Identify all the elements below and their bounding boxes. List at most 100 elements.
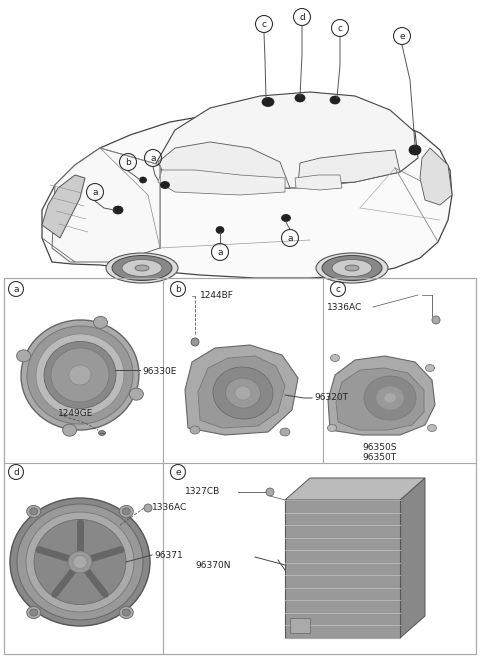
Ellipse shape bbox=[191, 338, 199, 346]
Ellipse shape bbox=[120, 606, 133, 618]
Ellipse shape bbox=[432, 316, 440, 324]
Text: 1327CB: 1327CB bbox=[185, 487, 220, 497]
Text: d: d bbox=[13, 468, 19, 477]
Ellipse shape bbox=[144, 504, 152, 512]
Polygon shape bbox=[285, 478, 425, 500]
Ellipse shape bbox=[135, 265, 149, 271]
Ellipse shape bbox=[281, 214, 290, 221]
Text: 96330E: 96330E bbox=[142, 367, 176, 376]
Ellipse shape bbox=[409, 145, 421, 155]
Ellipse shape bbox=[17, 504, 143, 620]
Ellipse shape bbox=[266, 488, 274, 496]
Ellipse shape bbox=[106, 253, 178, 283]
Text: 96350T: 96350T bbox=[362, 453, 396, 461]
Ellipse shape bbox=[160, 181, 169, 189]
Polygon shape bbox=[42, 108, 452, 278]
Ellipse shape bbox=[62, 424, 77, 436]
Text: a: a bbox=[287, 234, 293, 243]
Text: d: d bbox=[299, 13, 305, 22]
Polygon shape bbox=[336, 368, 424, 430]
Ellipse shape bbox=[428, 424, 436, 432]
Text: e: e bbox=[399, 32, 405, 41]
Text: e: e bbox=[175, 468, 181, 477]
Polygon shape bbox=[155, 92, 418, 188]
Ellipse shape bbox=[98, 430, 106, 436]
Text: 1336AC: 1336AC bbox=[152, 503, 187, 512]
Ellipse shape bbox=[113, 206, 123, 214]
Ellipse shape bbox=[122, 508, 130, 515]
Ellipse shape bbox=[345, 265, 359, 271]
Polygon shape bbox=[400, 478, 425, 638]
Ellipse shape bbox=[30, 609, 38, 616]
Polygon shape bbox=[298, 150, 400, 185]
Ellipse shape bbox=[425, 365, 434, 371]
Polygon shape bbox=[42, 175, 85, 238]
Ellipse shape bbox=[34, 520, 126, 604]
Ellipse shape bbox=[122, 609, 130, 616]
Ellipse shape bbox=[213, 367, 273, 419]
Ellipse shape bbox=[27, 326, 133, 424]
Ellipse shape bbox=[140, 177, 146, 183]
Ellipse shape bbox=[122, 260, 162, 277]
Text: a: a bbox=[150, 154, 156, 163]
Text: c: c bbox=[337, 24, 343, 33]
Ellipse shape bbox=[316, 253, 388, 283]
Ellipse shape bbox=[332, 260, 372, 277]
Ellipse shape bbox=[330, 96, 340, 104]
Ellipse shape bbox=[36, 334, 124, 416]
Ellipse shape bbox=[17, 350, 31, 362]
Text: 96320T: 96320T bbox=[314, 394, 348, 403]
Polygon shape bbox=[198, 356, 285, 428]
Polygon shape bbox=[185, 345, 298, 435]
Ellipse shape bbox=[21, 320, 139, 430]
Ellipse shape bbox=[190, 426, 200, 434]
Text: b: b bbox=[125, 158, 131, 167]
Bar bbox=[4, 278, 476, 654]
Text: a: a bbox=[13, 285, 19, 294]
Ellipse shape bbox=[69, 365, 91, 385]
Ellipse shape bbox=[376, 386, 404, 410]
Text: c: c bbox=[262, 20, 266, 29]
Polygon shape bbox=[420, 148, 452, 205]
Text: 1249GE: 1249GE bbox=[58, 409, 94, 417]
Text: c: c bbox=[336, 285, 340, 294]
Ellipse shape bbox=[322, 256, 382, 281]
Ellipse shape bbox=[262, 97, 274, 106]
Ellipse shape bbox=[226, 378, 261, 408]
Ellipse shape bbox=[331, 355, 339, 361]
Bar bbox=[285, 500, 400, 638]
Polygon shape bbox=[295, 175, 342, 190]
Ellipse shape bbox=[68, 551, 92, 573]
Polygon shape bbox=[158, 170, 285, 195]
Text: a: a bbox=[92, 188, 98, 197]
Ellipse shape bbox=[295, 94, 305, 102]
Ellipse shape bbox=[280, 428, 290, 436]
Ellipse shape bbox=[130, 388, 144, 400]
Text: 96371: 96371 bbox=[154, 551, 183, 560]
Bar bbox=[290, 618, 310, 633]
Polygon shape bbox=[158, 142, 290, 188]
Text: 96350S: 96350S bbox=[362, 443, 396, 451]
Ellipse shape bbox=[26, 512, 134, 612]
Polygon shape bbox=[52, 148, 160, 262]
Text: a: a bbox=[217, 248, 223, 257]
Ellipse shape bbox=[235, 386, 251, 400]
Ellipse shape bbox=[27, 606, 41, 618]
Ellipse shape bbox=[51, 348, 109, 402]
Ellipse shape bbox=[73, 556, 87, 568]
Ellipse shape bbox=[10, 498, 150, 626]
Ellipse shape bbox=[44, 342, 116, 409]
Ellipse shape bbox=[120, 505, 133, 518]
Ellipse shape bbox=[94, 317, 108, 328]
Ellipse shape bbox=[27, 505, 41, 518]
Text: 96370N: 96370N bbox=[195, 560, 230, 570]
Ellipse shape bbox=[364, 376, 416, 420]
Ellipse shape bbox=[384, 393, 396, 403]
Polygon shape bbox=[328, 356, 435, 435]
Text: 1244BF: 1244BF bbox=[200, 290, 234, 300]
Ellipse shape bbox=[30, 508, 38, 515]
Ellipse shape bbox=[216, 227, 224, 233]
Text: 1336AC: 1336AC bbox=[327, 302, 362, 311]
Ellipse shape bbox=[327, 424, 336, 432]
Ellipse shape bbox=[112, 256, 172, 281]
